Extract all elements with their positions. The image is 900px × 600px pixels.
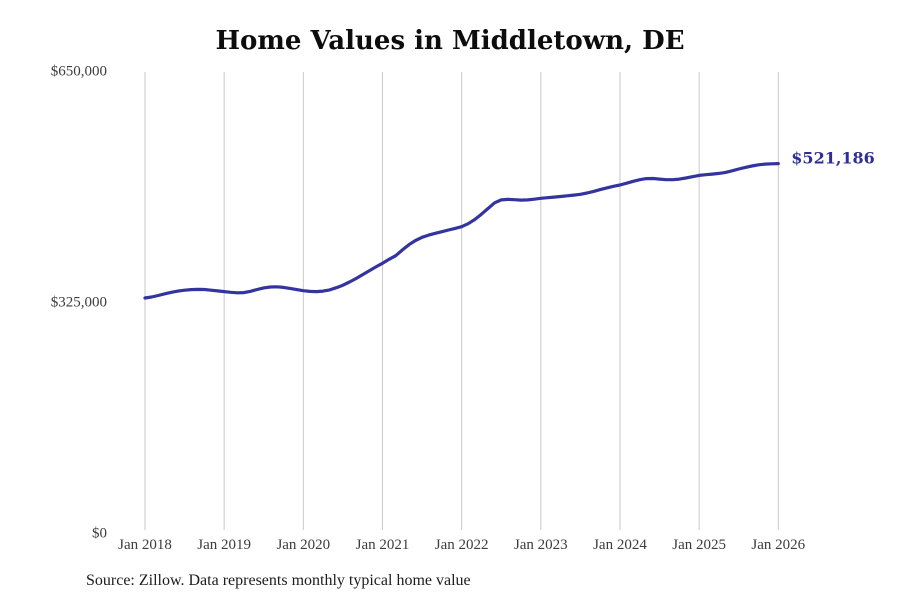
x-tick-label: Jan 2022	[434, 537, 489, 553]
x-tick-label: Jan 2020	[276, 537, 331, 553]
x-tick-label: Jan 2019	[197, 537, 252, 553]
x-tick-label: Jan 2024	[593, 537, 647, 553]
x-tick-label: Jan 2025	[672, 537, 726, 553]
source-note: Source: Zillow. Data represents monthly …	[86, 572, 471, 589]
x-tick-label: Jan 2026	[751, 537, 806, 553]
x-tick-label: Jan 2023	[513, 537, 568, 553]
x-tick-label: Jan 2021	[355, 537, 410, 553]
y-tick-label: $325,000	[50, 294, 107, 311]
home-value-line-series	[143, 162, 780, 300]
y-tick-label: $650,000	[50, 63, 107, 80]
chart-title: Home Values in Middletown, DE	[215, 26, 685, 56]
x-tick-label: Jan 2018	[118, 537, 172, 553]
current-value-label: $521,186	[791, 148, 875, 168]
y-tick-label: $0	[92, 525, 107, 542]
